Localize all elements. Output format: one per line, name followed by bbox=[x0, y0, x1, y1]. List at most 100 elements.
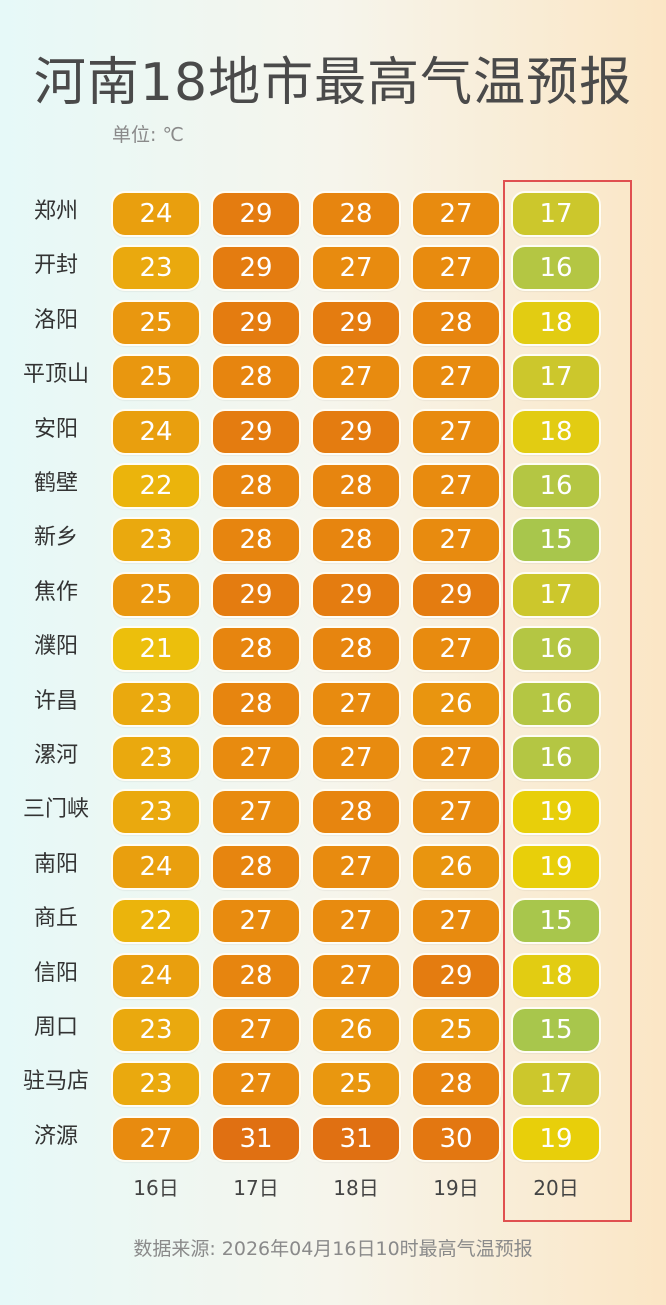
temperature-cell: 27 bbox=[311, 245, 401, 291]
temperature-cell: 27 bbox=[211, 1061, 301, 1107]
temperature-cell: 16 bbox=[511, 626, 601, 672]
temperature-cell: 25 bbox=[111, 572, 201, 618]
temperature-cell: 18 bbox=[511, 953, 601, 999]
temperature-cell: 28 bbox=[211, 953, 301, 999]
temperature-cell: 24 bbox=[111, 953, 201, 999]
city-label: 驻马店 bbox=[22, 1069, 89, 1094]
temperature-cell: 15 bbox=[511, 898, 601, 944]
temperature-cell: 28 bbox=[311, 191, 401, 237]
temperature-cell: 17 bbox=[511, 1061, 601, 1107]
temperature-cell: 31 bbox=[311, 1116, 401, 1162]
city-label: 濮阳 bbox=[33, 634, 78, 659]
temperature-cell: 27 bbox=[411, 735, 501, 781]
city-label: 鹤壁 bbox=[33, 471, 78, 496]
city-label: 新乡 bbox=[33, 525, 78, 550]
city-label: 安阳 bbox=[33, 417, 78, 442]
data-source-note: 数据来源: 2026年04月16日10时最高气温预报 bbox=[133, 1238, 533, 1260]
city-label: 三门峡 bbox=[22, 797, 89, 822]
temperature-cell: 27 bbox=[411, 517, 501, 563]
temperature-cell: 23 bbox=[111, 735, 201, 781]
temperature-cell: 15 bbox=[511, 517, 601, 563]
temperature-cell: 24 bbox=[111, 409, 201, 455]
temperature-cell: 23 bbox=[111, 789, 201, 835]
city-label: 济源 bbox=[33, 1124, 78, 1149]
temperature-cell: 17 bbox=[511, 354, 601, 400]
temperature-cell: 27 bbox=[411, 245, 501, 291]
temperature-cell: 28 bbox=[211, 681, 301, 727]
temperature-cell: 22 bbox=[111, 898, 201, 944]
temperature-cell: 26 bbox=[311, 1007, 401, 1053]
temperature-cell: 28 bbox=[211, 354, 301, 400]
temperature-cell: 28 bbox=[311, 789, 401, 835]
temperature-cell: 28 bbox=[211, 463, 301, 509]
temperature-cell: 16 bbox=[511, 245, 601, 291]
temperature-cell: 23 bbox=[111, 1061, 201, 1107]
temperature-cell: 29 bbox=[211, 300, 301, 346]
temperature-cell: 24 bbox=[111, 844, 201, 890]
temperature-cell: 27 bbox=[411, 409, 501, 455]
temperature-cell: 27 bbox=[411, 626, 501, 672]
temperature-cell: 29 bbox=[211, 245, 301, 291]
temperature-cell: 27 bbox=[311, 735, 401, 781]
temperature-cell: 27 bbox=[411, 898, 501, 944]
temperature-cell: 29 bbox=[211, 572, 301, 618]
temperature-cell: 28 bbox=[311, 626, 401, 672]
temperature-cell: 27 bbox=[311, 354, 401, 400]
date-label: 19日 bbox=[433, 1176, 479, 1200]
temperature-cell: 28 bbox=[211, 517, 301, 563]
temperature-cell: 29 bbox=[211, 191, 301, 237]
temperature-cell: 29 bbox=[211, 409, 301, 455]
temperature-cell: 27 bbox=[411, 354, 501, 400]
temperature-cell: 16 bbox=[511, 681, 601, 727]
temperature-cell: 25 bbox=[411, 1007, 501, 1053]
city-label: 商丘 bbox=[33, 906, 78, 931]
date-label: 18日 bbox=[333, 1176, 379, 1200]
temperature-cell: 19 bbox=[511, 789, 601, 835]
temperature-cell: 17 bbox=[511, 191, 601, 237]
temperature-cell: 25 bbox=[111, 354, 201, 400]
temperature-cell: 25 bbox=[311, 1061, 401, 1107]
temperature-cell: 27 bbox=[211, 789, 301, 835]
temperature-cell: 31 bbox=[211, 1116, 301, 1162]
temperature-cell: 17 bbox=[511, 572, 601, 618]
temperature-cell: 27 bbox=[211, 898, 301, 944]
temperature-cell: 27 bbox=[411, 191, 501, 237]
temperature-cell: 30 bbox=[411, 1116, 501, 1162]
temperature-cell: 28 bbox=[211, 626, 301, 672]
city-label: 信阳 bbox=[33, 961, 78, 986]
temperature-cell: 19 bbox=[511, 844, 601, 890]
temperature-cell: 27 bbox=[311, 953, 401, 999]
temperature-cell: 18 bbox=[511, 409, 601, 455]
highlight-column-frame bbox=[503, 180, 632, 1222]
temperature-cell: 27 bbox=[411, 463, 501, 509]
city-label: 周口 bbox=[33, 1015, 78, 1040]
temperature-cell: 24 bbox=[111, 191, 201, 237]
temperature-cell: 29 bbox=[411, 953, 501, 999]
temperature-cell: 27 bbox=[311, 681, 401, 727]
temperature-cell: 23 bbox=[111, 517, 201, 563]
temperature-cell: 28 bbox=[311, 463, 401, 509]
temperature-cell: 18 bbox=[511, 300, 601, 346]
temperature-cell: 26 bbox=[411, 844, 501, 890]
unit-label: 单位: ℃ bbox=[112, 124, 184, 146]
temperature-cell: 23 bbox=[111, 1007, 201, 1053]
temperature-cell: 23 bbox=[111, 681, 201, 727]
temperature-cell: 21 bbox=[111, 626, 201, 672]
temperature-cell: 27 bbox=[211, 1007, 301, 1053]
temperature-cell: 22 bbox=[111, 463, 201, 509]
temperature-cell: 28 bbox=[311, 517, 401, 563]
city-label: 焦作 bbox=[33, 580, 78, 605]
temperature-cell: 16 bbox=[511, 463, 601, 509]
temperature-cell: 16 bbox=[511, 735, 601, 781]
temperature-cell: 28 bbox=[411, 300, 501, 346]
temperature-cell: 29 bbox=[311, 300, 401, 346]
city-label: 许昌 bbox=[33, 689, 78, 714]
date-label: 16日 bbox=[133, 1176, 179, 1200]
temperature-cell: 27 bbox=[211, 735, 301, 781]
temperature-cell: 19 bbox=[511, 1116, 601, 1162]
date-label: 20日 bbox=[533, 1176, 579, 1200]
city-label: 平顶山 bbox=[22, 362, 89, 387]
temperature-cell: 27 bbox=[311, 844, 401, 890]
temperature-cell: 28 bbox=[211, 844, 301, 890]
temperature-cell: 23 bbox=[111, 245, 201, 291]
